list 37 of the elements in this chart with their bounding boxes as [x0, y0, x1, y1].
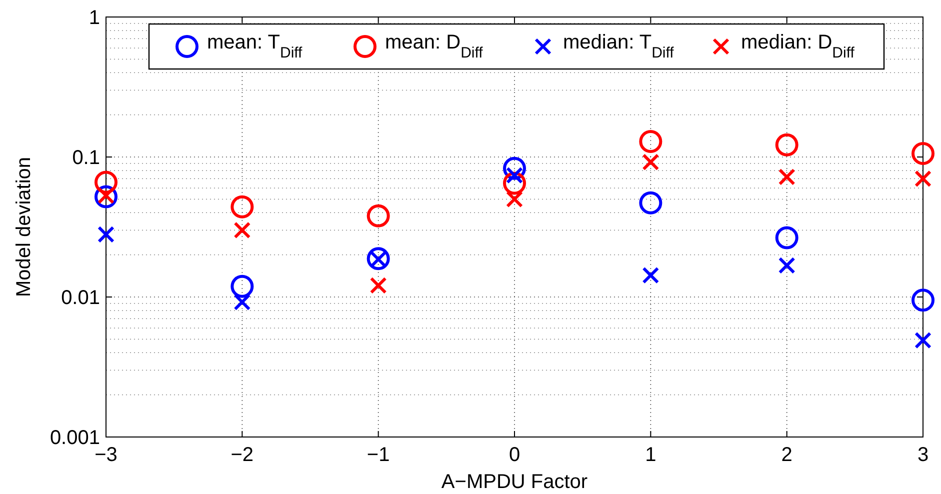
point — [370, 276, 387, 294]
point — [778, 168, 796, 186]
point — [234, 294, 251, 311]
x-axis-title: A−MPDU Factor — [441, 471, 588, 493]
point — [778, 256, 796, 274]
x-tick-label: 1 — [645, 444, 656, 466]
point — [366, 247, 390, 270]
x-tick-label: 0 — [508, 444, 520, 466]
point — [639, 130, 662, 154]
x-tick-label: −1 — [366, 444, 390, 466]
point — [642, 266, 660, 284]
x-tick-label: 2 — [781, 444, 792, 466]
x-tick-label: 3 — [917, 444, 929, 466]
point — [98, 226, 114, 243]
y-tick-label: 1 — [88, 7, 100, 29]
point — [912, 142, 934, 165]
legend-label: median: D$_{Diff}$ — [741, 32, 856, 61]
y-tick-label: 0.01 — [61, 287, 100, 309]
point — [639, 191, 662, 214]
legend-label: mean: D$_{Diff}$ — [385, 32, 484, 61]
point — [914, 332, 932, 349]
point — [775, 133, 798, 156]
point — [912, 288, 934, 312]
x-tick-label: −2 — [230, 444, 254, 466]
y-axis-title: Model deviation — [13, 156, 35, 298]
point — [366, 204, 390, 228]
y-tick-label: 0.1 — [72, 147, 100, 169]
legend-label: median: T$_{Diff}$ — [563, 32, 675, 61]
point — [506, 190, 523, 208]
point — [642, 154, 660, 171]
point — [94, 170, 118, 194]
point — [230, 274, 254, 298]
point — [234, 222, 251, 239]
point — [775, 226, 798, 250]
legend-label: mean: T$_{Diff}$ — [207, 32, 304, 61]
point — [230, 195, 254, 218]
point — [914, 170, 932, 188]
